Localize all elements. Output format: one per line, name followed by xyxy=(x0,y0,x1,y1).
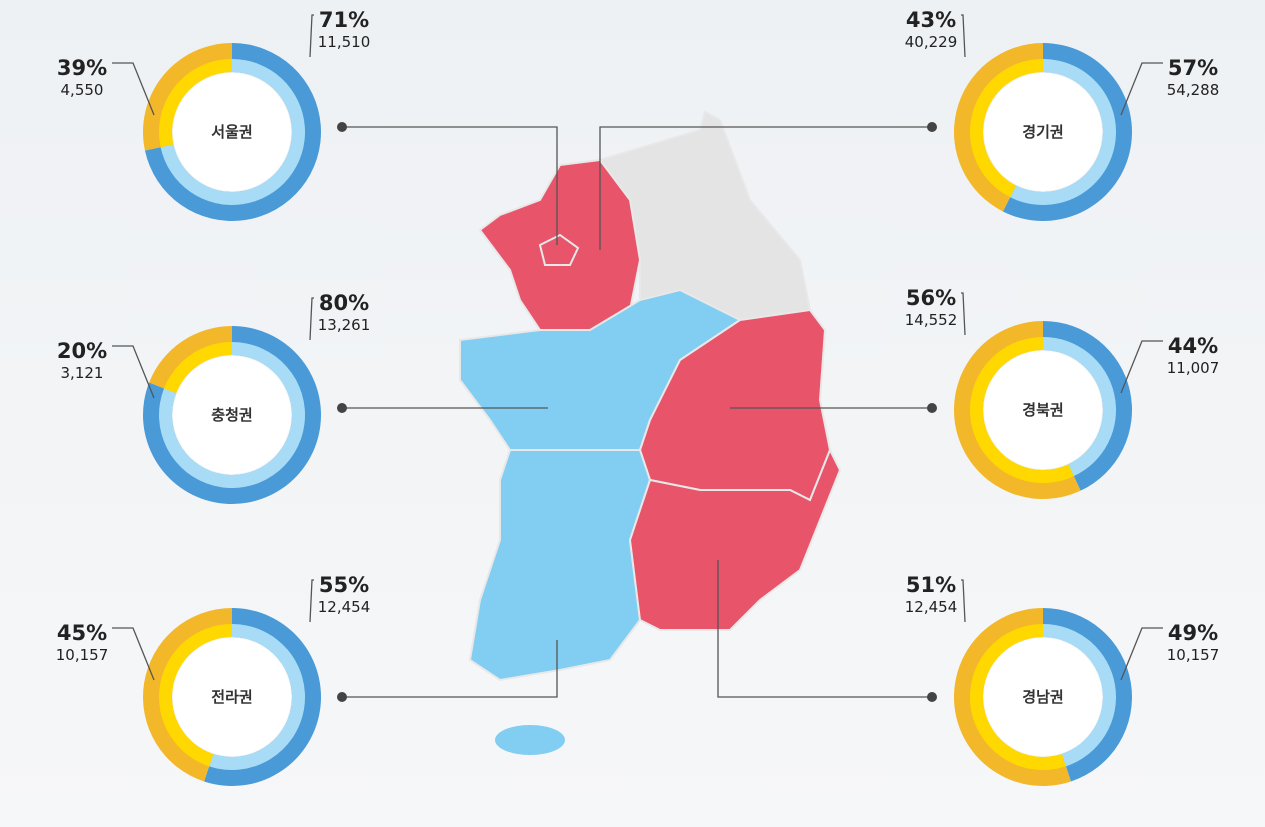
donut-segment xyxy=(204,608,322,786)
percent-label: 57% xyxy=(1168,56,1218,80)
donut-title: 경남권 xyxy=(1022,688,1063,706)
donut-inner-segment xyxy=(970,337,1074,484)
label-leader xyxy=(112,345,155,399)
label-leader xyxy=(309,14,314,58)
percent-label: 43% xyxy=(906,8,956,32)
count-label: 11,007 xyxy=(1167,359,1220,377)
donut-inner-segment xyxy=(969,624,1066,771)
leader-dot xyxy=(337,122,347,132)
donut-inner-segment xyxy=(970,59,1043,198)
donut-inner-segment xyxy=(209,624,306,770)
count-label: 13,261 xyxy=(318,316,371,334)
donut-hole xyxy=(984,73,1102,191)
count-label: 40,229 xyxy=(905,33,958,51)
donut-inner-segment xyxy=(159,59,232,148)
donut-hole xyxy=(173,638,291,756)
donut-segment xyxy=(954,43,1043,212)
map xyxy=(459,110,842,755)
donut-inner-segment xyxy=(159,624,232,767)
leader-line xyxy=(342,640,558,698)
donut-segment xyxy=(1043,321,1132,491)
percent-label: 51% xyxy=(906,573,956,597)
label-leader xyxy=(1120,62,1163,116)
percent-label: 39% xyxy=(57,56,107,80)
donut-segment xyxy=(1043,608,1132,782)
label-leader xyxy=(961,579,966,623)
donut-title: 경기권 xyxy=(1022,123,1063,141)
label-leader xyxy=(309,297,314,341)
donut-segment xyxy=(953,608,1071,787)
percent-label: 45% xyxy=(57,621,107,645)
donut-inner-segment xyxy=(164,342,232,394)
donut-hole xyxy=(173,73,291,191)
count-label: 10,157 xyxy=(1167,646,1220,664)
donut-hole xyxy=(173,356,291,474)
count-label: 12,454 xyxy=(905,598,958,616)
label-leader xyxy=(961,14,966,58)
leader-dot xyxy=(927,122,937,132)
label-leader xyxy=(1120,627,1163,681)
leader-dot xyxy=(337,403,347,413)
percent-label: 71% xyxy=(319,8,369,32)
percent-label: 20% xyxy=(57,339,107,363)
count-label: 54,288 xyxy=(1167,81,1220,99)
leader-dot xyxy=(927,403,937,413)
region-gyeongnam xyxy=(628,447,842,631)
leader-line xyxy=(717,560,932,698)
donut-title: 서울권 xyxy=(211,123,252,141)
count-label: 12,454 xyxy=(318,598,371,616)
label-leader xyxy=(961,292,966,336)
donut-segment xyxy=(143,608,232,782)
percent-label: 44% xyxy=(1168,334,1218,358)
donut-inner-segment xyxy=(1010,59,1117,206)
count-label: 10,157 xyxy=(56,646,109,664)
label-leader xyxy=(1120,340,1163,394)
label-leader xyxy=(309,579,314,623)
count-label: 11,510 xyxy=(318,33,371,51)
region-jeolla xyxy=(468,449,652,682)
percent-label: 55% xyxy=(319,573,369,597)
donut-inner-segment xyxy=(1043,624,1116,767)
count-label: 14,552 xyxy=(905,311,958,329)
donut-title: 충청권 xyxy=(211,406,252,424)
count-label: 3,121 xyxy=(61,364,104,382)
leaders xyxy=(337,122,937,702)
leader-line xyxy=(342,126,558,245)
donut-hole xyxy=(984,351,1102,469)
donut-title: 경북권 xyxy=(1022,401,1063,419)
count-label: 4,550 xyxy=(61,81,104,99)
percent-label: 80% xyxy=(319,291,369,315)
percent-label: 56% xyxy=(906,286,956,310)
label-leader xyxy=(112,627,155,681)
donut-inner-segment xyxy=(1043,337,1116,477)
percent-label: 49% xyxy=(1168,621,1218,645)
leader-dot xyxy=(337,692,347,702)
leader-line xyxy=(599,126,932,250)
leader-dot xyxy=(927,692,937,702)
label-leader xyxy=(112,62,155,116)
region-jeju xyxy=(495,725,565,755)
donut-title: 전라권 xyxy=(211,688,252,706)
donut-hole xyxy=(984,638,1102,756)
